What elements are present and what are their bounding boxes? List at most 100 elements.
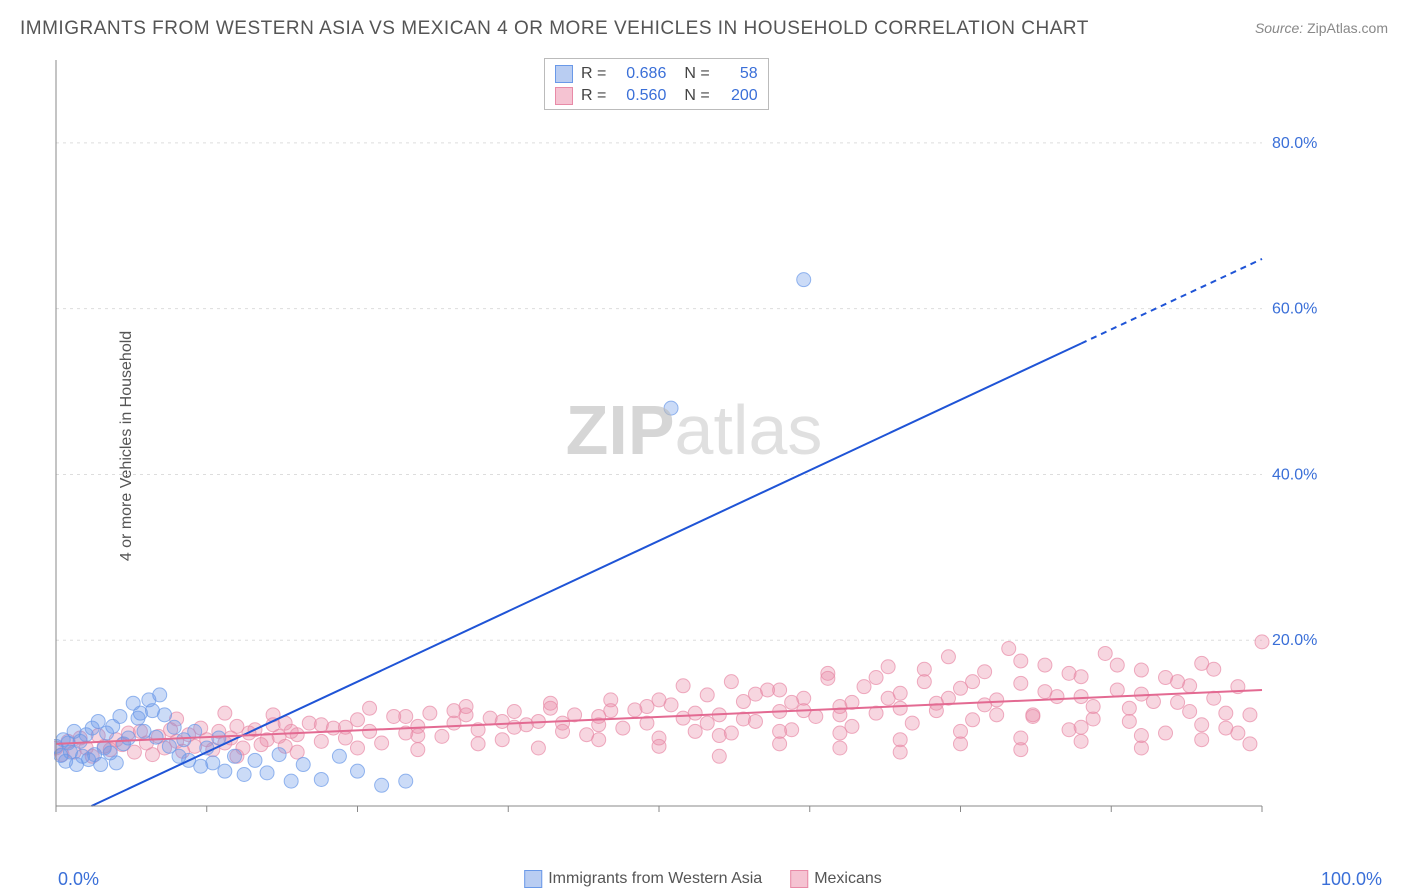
y-tick-label: 20.0% — [1272, 632, 1317, 649]
data-point — [1110, 658, 1124, 672]
data-point — [1171, 695, 1185, 709]
data-point — [248, 753, 262, 767]
source-attribution: Source: ZipAtlas.com — [1255, 20, 1388, 36]
data-point — [507, 705, 521, 719]
legend-swatch-icon — [524, 870, 542, 888]
data-point — [1243, 708, 1257, 722]
data-point — [1074, 690, 1088, 704]
data-point — [869, 671, 883, 685]
data-point — [375, 736, 389, 750]
data-point — [640, 700, 654, 714]
plot-area: 20.0%40.0%60.0%80.0% ZIPatlas R =0.686N … — [54, 56, 1334, 836]
data-point — [616, 721, 630, 735]
data-point — [212, 731, 226, 745]
chart-title: IMMIGRANTS FROM WESTERN ASIA VS MEXICAN … — [20, 18, 1089, 40]
x-axis-max-label: 100.0% — [1321, 869, 1382, 890]
data-point — [495, 733, 509, 747]
data-point — [712, 729, 726, 743]
data-point — [1159, 671, 1173, 685]
data-point — [351, 741, 365, 755]
data-point — [1086, 700, 1100, 714]
data-point — [495, 714, 509, 728]
data-point — [1195, 733, 1209, 747]
data-point — [954, 737, 968, 751]
data-point — [411, 743, 425, 757]
stat-r-label: R = — [581, 65, 606, 83]
data-point — [91, 714, 105, 728]
data-point — [785, 695, 799, 709]
data-point — [1098, 646, 1112, 660]
data-point — [188, 724, 202, 738]
data-point — [447, 716, 461, 730]
data-point — [773, 724, 787, 738]
data-point — [1207, 662, 1221, 676]
data-point — [1002, 642, 1016, 656]
data-point — [833, 741, 847, 755]
data-point — [1146, 695, 1160, 709]
data-point — [314, 718, 328, 732]
data-point — [893, 733, 907, 747]
data-point — [1038, 685, 1052, 699]
data-point — [978, 698, 992, 712]
legend-label: Mexicans — [814, 870, 882, 888]
data-point — [700, 716, 714, 730]
data-point — [363, 701, 377, 715]
data-point — [375, 778, 389, 792]
x-axis-min-label: 0.0% — [58, 869, 99, 890]
data-point — [1014, 743, 1028, 757]
stat-r-label: R = — [581, 87, 606, 105]
chart-container: IMMIGRANTS FROM WESTERN ASIA VS MEXICAN … — [0, 0, 1406, 892]
data-point — [206, 756, 220, 770]
data-point — [290, 728, 304, 742]
data-point — [736, 695, 750, 709]
bottom-legend: Immigrants from Western AsiaMexicans — [524, 870, 882, 888]
data-point — [167, 720, 181, 734]
data-point — [338, 720, 352, 734]
legend-swatch-icon — [790, 870, 808, 888]
data-point — [1243, 737, 1257, 751]
data-point — [990, 708, 1004, 722]
data-point — [724, 675, 738, 689]
data-point — [158, 708, 172, 722]
data-point — [1255, 635, 1269, 649]
data-point — [1014, 654, 1028, 668]
data-point — [1062, 723, 1076, 737]
data-point — [1134, 741, 1148, 755]
data-point — [284, 774, 298, 788]
data-point — [121, 731, 135, 745]
data-point — [1183, 705, 1197, 719]
data-point — [797, 273, 811, 287]
data-point — [652, 739, 666, 753]
data-point — [332, 749, 346, 763]
data-point — [688, 706, 702, 720]
data-point — [296, 758, 310, 772]
data-point — [1134, 729, 1148, 743]
data-point — [917, 662, 931, 676]
data-point — [773, 737, 787, 751]
data-point — [218, 764, 232, 778]
data-point — [543, 701, 557, 715]
data-point — [290, 745, 304, 759]
data-point — [748, 687, 762, 701]
data-point — [881, 691, 895, 705]
data-point — [399, 709, 413, 723]
stat-n-value: 200 — [718, 87, 758, 105]
stat-n-label: N = — [684, 65, 709, 83]
data-point — [893, 701, 907, 715]
data-point — [1014, 676, 1028, 690]
data-point — [218, 706, 232, 720]
data-point — [1183, 679, 1197, 693]
data-point — [227, 749, 241, 763]
data-point — [604, 704, 618, 718]
trend-line-dashed — [1081, 259, 1262, 344]
data-point — [881, 660, 895, 674]
data-point — [857, 680, 871, 694]
data-point — [471, 737, 485, 751]
data-point — [1219, 706, 1233, 720]
data-point — [314, 772, 328, 786]
data-point — [773, 683, 787, 697]
data-point — [531, 741, 545, 755]
stat-n-label: N = — [684, 87, 709, 105]
data-point — [351, 764, 365, 778]
stat-n-value: 58 — [718, 65, 758, 83]
